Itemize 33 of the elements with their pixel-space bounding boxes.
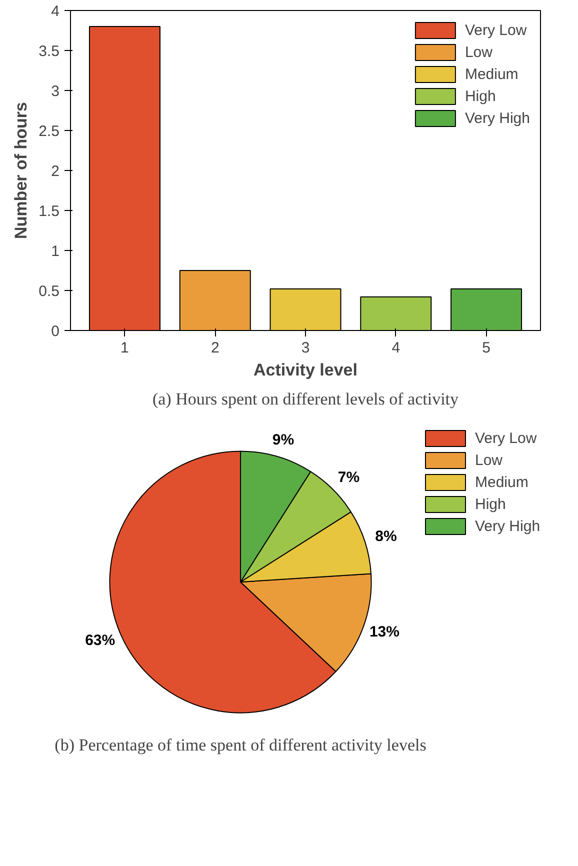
legend-label: Medium [464, 66, 518, 82]
x-axis-title: Activity level [254, 360, 358, 380]
data-label: 7% [338, 468, 360, 486]
text: (a) Hours spent on different levels of activity [152, 390, 460, 408]
y-tick-label: 2.5 [38, 123, 60, 140]
y-tick-label: 3.5 [38, 43, 60, 60]
y-axis-title: Number of hours [12, 102, 31, 239]
y-tick-label: 4 [51, 3, 60, 20]
data-label: 13% [369, 624, 400, 641]
legend-label: Very High [464, 110, 530, 126]
data-label: 63% [85, 632, 116, 650]
legend-label: Medium [475, 474, 528, 490]
data-label: 8% [375, 528, 397, 545]
y-tick-label: 0 [51, 323, 60, 340]
legend-label: Low [464, 44, 492, 60]
data-label: 9% [272, 432, 294, 449]
legend-label: High [475, 496, 506, 512]
legend-label: Very Low [464, 22, 527, 38]
legend-label: Very High [475, 518, 540, 534]
legend-label: Very Low [475, 430, 537, 446]
x-tick-label: 3 [301, 340, 310, 356]
text: (b) Percentage of time spent of different activity levels [54, 736, 426, 754]
legend-label: High [464, 88, 496, 104]
legend-label: Low [475, 452, 503, 468]
y-tick-label: 2 [51, 163, 60, 180]
y-tick-label: 1.5 [38, 203, 60, 220]
y-tick-label: 1 [51, 243, 60, 260]
x-tick-label: 2 [210, 340, 220, 356]
y-tick-label: 0.5 [38, 283, 60, 300]
x-tick-label: 1 [120, 340, 129, 356]
x-tick-label: 4 [392, 340, 400, 356]
y-tick-label: 3 [51, 83, 60, 100]
x-tick-label: 5 [482, 340, 490, 356]
